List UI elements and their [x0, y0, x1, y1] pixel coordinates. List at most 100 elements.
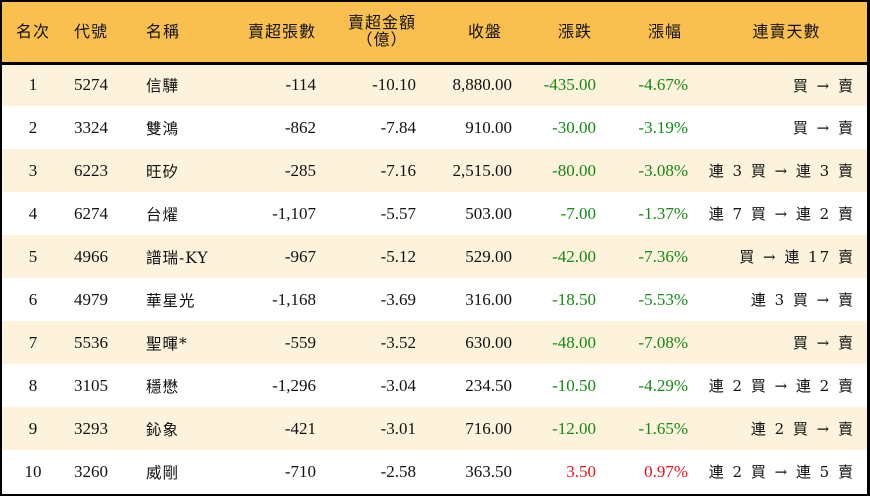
cell-change-pct: -7.08% [638, 332, 688, 352]
cell-net-sell-lots: -114 [285, 75, 316, 95]
cell-name: 威剛 [146, 463, 180, 482]
cell-net-sell-lots: -862 [284, 117, 316, 137]
table-row: 2 3324 雙鴻 -862 -7.84 910.00 -30.00 -3.19… [2, 106, 867, 149]
cell-streak: 連 3 買 → 賣 [750, 291, 855, 309]
table-row: 8 3105 穩懋 -1,296 -3.04 234.50 -10.50 -4.… [2, 364, 867, 407]
cell-code: 5536 [74, 332, 108, 352]
cell-code: 4966 [74, 246, 108, 266]
header-close: 收盤 [467, 21, 502, 41]
cell-name: 鈊象 [146, 420, 180, 439]
cell-net-sell-amount: -2.58 [380, 461, 416, 481]
table-header: 名次 代號 名稱 賣超張數 賣超金額 （億） 收盤 漲跌 漲幅 連賣天數 [2, 2, 867, 63]
cell-rank: 6 [28, 289, 38, 309]
cell-net-sell-lots: -285 [284, 160, 316, 180]
cell-rank: 7 [28, 332, 38, 352]
cell-rank: 1 [28, 75, 38, 95]
cell-net-sell-amount: -3.69 [380, 289, 416, 309]
cell-change-pct: -4.67% [638, 75, 688, 95]
cell-change: -435.00 [543, 75, 596, 95]
cell-net-sell-amount: -7.16 [380, 160, 416, 180]
header-change: 漲跌 [557, 21, 592, 41]
cell-change-pct: -3.19% [638, 117, 688, 137]
cell-code: 6274 [74, 203, 108, 223]
cell-streak: 買 → 賣 [792, 334, 855, 352]
cell-streak: 買 → 賣 [792, 76, 855, 95]
cell-change-pct: -3.08% [638, 160, 688, 180]
cell-net-sell-lots: -710 [284, 461, 316, 481]
cell-change-pct: -7.36% [638, 246, 688, 266]
cell-rank: 2 [28, 117, 38, 137]
cell-streak: 連 7 買 → 連 2 賣 [708, 205, 855, 223]
cell-streak: 連 2 買 → 連 2 賣 [708, 377, 855, 395]
cell-code: 3324 [74, 117, 108, 137]
cell-code: 3260 [74, 461, 108, 481]
cell-rank: 5 [28, 246, 38, 266]
table-body: 1 5274 信驊 -114 -10.10 8,880.00 -435.00 -… [2, 63, 867, 493]
cell-name: 聖暉* [146, 334, 188, 353]
cell-streak: 買 → 連 17 賣 [739, 248, 855, 266]
table-row: 7 5536 聖暉* -559 -3.52 630.00 -48.00 -7.0… [2, 321, 867, 364]
cell-name: 華星光 [146, 291, 196, 310]
cell-net-sell-lots: -1,107 [272, 203, 316, 223]
cell-net-sell-amount: -3.01 [380, 418, 416, 438]
table-row: 10 3260 威剛 -710 -2.58 363.50 3.50 0.97% … [2, 450, 867, 493]
cell-net-sell-amount: -3.52 [380, 332, 416, 352]
cell-rank: 4 [28, 203, 38, 223]
cell-code: 3105 [74, 375, 108, 395]
cell-change-pct: -1.65% [638, 418, 688, 438]
header-net-sell-amount-line2: （億） [356, 30, 408, 50]
cell-close: 363.50 [465, 461, 512, 481]
cell-change-pct: -4.29% [638, 375, 688, 395]
table-row: 9 3293 鈊象 -421 -3.01 716.00 -12.00 -1.65… [2, 407, 867, 450]
cell-code: 5274 [74, 75, 108, 95]
cell-change: 3.50 [566, 461, 596, 481]
header-name: 名稱 [146, 21, 181, 41]
cell-change-pct: -5.53% [638, 289, 688, 309]
cell-streak: 連 2 買 → 賣 [750, 420, 855, 438]
cell-net-sell-amount: -7.84 [380, 117, 416, 137]
cell-close: 316.00 [465, 289, 512, 309]
header-rank: 名次 [15, 21, 50, 41]
cell-rank: 10 [24, 461, 42, 481]
cell-change: -10.50 [552, 375, 596, 395]
cell-rank: 3 [28, 160, 38, 180]
cell-close: 234.50 [465, 375, 512, 395]
cell-net-sell-lots: -967 [284, 246, 316, 266]
cell-close: 529.00 [465, 246, 512, 266]
cell-change: -7.00 [560, 203, 596, 223]
cell-close: 2,515.00 [452, 160, 513, 180]
header-row: 名次 代號 名稱 賣超張數 賣超金額 （億） 收盤 漲跌 漲幅 連賣天數 [2, 2, 867, 63]
cell-name: 信驊 [146, 77, 180, 96]
table-row: 6 4979 華星光 -1,168 -3.69 316.00 -18.50 -5… [2, 278, 867, 321]
cell-change: -12.00 [552, 418, 596, 438]
cell-streak: 買 → 賣 [792, 119, 855, 137]
cell-change: -30.00 [552, 117, 596, 137]
cell-change: -18.50 [552, 289, 596, 309]
table-row: 4 6274 台燿 -1,107 -5.57 503.00 -7.00 -1.3… [2, 192, 867, 235]
cell-code: 4979 [74, 289, 108, 309]
cell-change: -42.00 [552, 246, 596, 266]
cell-net-sell-lots: -1,168 [272, 289, 316, 309]
cell-name: 雙鴻 [146, 119, 180, 138]
table-row: 1 5274 信驊 -114 -10.10 8,880.00 -435.00 -… [2, 63, 867, 106]
table-row: 5 4966 譜瑞-KY -967 -5.12 529.00 -42.00 -7… [2, 235, 867, 278]
cell-net-sell-lots: -559 [284, 332, 316, 352]
cell-change-pct: -1.37% [638, 203, 688, 223]
cell-close: 716.00 [465, 418, 512, 438]
cell-name: 旺矽 [146, 162, 180, 181]
cell-close: 8,880.00 [452, 75, 513, 95]
cell-net-sell-amount: -10.10 [372, 75, 416, 95]
cell-close: 910.00 [465, 117, 512, 137]
cell-streak: 連 2 買 → 連 5 賣 [708, 463, 855, 481]
table-row: 3 6223 旺矽 -285 -7.16 2,515.00 -80.00 -3.… [2, 149, 867, 192]
header-net-sell-amount-line1: 賣超金額 [347, 13, 416, 33]
cell-net-sell-amount: -5.12 [380, 246, 416, 266]
header-net-sell-amount: 賣超金額 （億） [326, 2, 426, 63]
cell-net-sell-amount: -3.04 [380, 375, 416, 395]
cell-close: 630.00 [465, 332, 512, 352]
cell-name: 台燿 [146, 205, 180, 224]
cell-close: 503.00 [465, 203, 512, 223]
cell-net-sell-amount: -5.57 [380, 203, 416, 223]
